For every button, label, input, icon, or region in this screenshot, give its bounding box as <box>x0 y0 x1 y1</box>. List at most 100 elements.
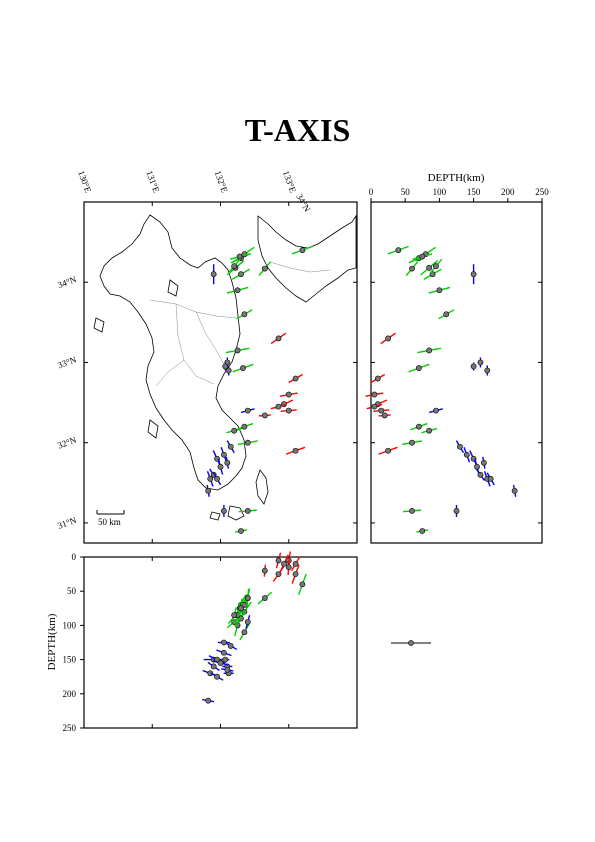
bottom-tick-label: 0 <box>72 552 77 562</box>
map-event-marker <box>241 423 248 430</box>
map-event-marker <box>261 265 268 272</box>
coastline <box>93 214 357 521</box>
corner-latitude-label: 34°N <box>294 192 312 214</box>
map-event-marker <box>240 365 246 371</box>
bottom-event-marker <box>299 581 306 588</box>
map-event-marker <box>221 451 227 458</box>
bottom-event-marker <box>244 619 251 625</box>
bottom-ylabel: DEPTH(km) <box>46 613 58 670</box>
side-frame <box>370 201 543 544</box>
map-event-marker <box>222 363 229 370</box>
map-event-marker <box>238 271 244 278</box>
bottom-tick-label: 50 <box>67 586 77 596</box>
map-event-marker <box>214 475 220 482</box>
bottom-event-marker <box>217 660 224 666</box>
map-event-marker <box>236 253 243 260</box>
map-event-marker <box>207 475 214 482</box>
bottom-depth-panel: DEPTH(km) 0 50 100 150 200 250 <box>46 551 358 733</box>
bottom-event-marker <box>244 595 251 601</box>
map-event-marker <box>261 412 268 419</box>
side-xlabel: DEPTH(km) <box>428 172 485 184</box>
bottom-event-marker <box>281 560 287 567</box>
side-event-marker <box>429 271 436 278</box>
lon-tick-label: 132°E <box>213 169 230 194</box>
bottom-tick-label: 250 <box>63 723 77 733</box>
side-event-marker <box>487 475 494 482</box>
side-event-marker <box>415 365 422 371</box>
side-event-marker <box>477 359 484 366</box>
bottom-event-marker <box>205 697 212 704</box>
map-event-marker <box>225 367 232 374</box>
side-events <box>365 245 518 534</box>
side-event-marker <box>419 528 426 534</box>
side-tick-label: 200 <box>501 187 515 197</box>
bottom-event-marker <box>207 670 214 677</box>
map-event-marker <box>244 407 251 414</box>
map-event-marker <box>292 375 299 382</box>
side-event-marker <box>443 311 450 318</box>
map-event-marker <box>275 335 282 342</box>
bottom-event-marker <box>275 557 282 564</box>
side-tick-label: 250 <box>535 187 549 197</box>
map-event-marker <box>210 271 217 278</box>
map-event-marker <box>299 247 306 254</box>
side-event-marker <box>426 347 433 354</box>
bottom-events <box>202 551 307 704</box>
map-event-marker <box>285 407 292 414</box>
side-event-marker <box>371 403 378 410</box>
bottom-event-marker <box>222 656 229 663</box>
map-event-marker <box>227 443 234 450</box>
map-event-marker <box>244 439 251 446</box>
side-event-marker <box>480 459 487 466</box>
map-event-marker <box>217 463 224 470</box>
lat-tick-label: 31°N <box>56 515 78 531</box>
bottom-event-marker <box>261 595 268 601</box>
bottom-event-marker <box>285 564 292 571</box>
map-event-marker <box>285 391 292 398</box>
map-event-marker <box>231 263 238 270</box>
lat-tick-label: 33°N <box>56 354 78 370</box>
side-event-marker <box>474 463 480 470</box>
side-event-marker <box>409 439 415 446</box>
map-events <box>205 245 313 534</box>
side-event-marker <box>511 487 518 494</box>
bottom-event-marker <box>221 639 227 646</box>
bottom-ticks: 0 50 100 150 200 250 <box>63 552 290 733</box>
side-tick-label: 100 <box>433 187 447 197</box>
side-event-marker <box>426 427 433 434</box>
bottom-event-marker <box>261 567 268 574</box>
bottom-event-marker <box>241 629 248 636</box>
side-tick-label: 150 <box>467 187 481 197</box>
map-event-marker <box>238 528 244 534</box>
side-event-marker <box>457 443 463 450</box>
side-event-marker <box>415 423 422 430</box>
side-event-marker <box>484 367 491 374</box>
bottom-event-marker <box>292 560 299 567</box>
side-event-marker <box>395 247 402 254</box>
map-event-marker <box>241 311 248 318</box>
lon-tick-label: 133°E <box>281 169 298 194</box>
bottom-event-marker <box>238 605 244 612</box>
side-tick-label: 50 <box>401 187 411 197</box>
side-event-marker <box>374 375 381 382</box>
side-event-marker <box>409 508 415 514</box>
borders <box>149 261 331 387</box>
legend-marker <box>408 640 414 646</box>
lat-tick-label: 34°N <box>56 274 78 290</box>
side-event-marker <box>378 407 385 414</box>
side-event-marker <box>419 253 426 260</box>
side-tick-label: 0 <box>369 187 374 197</box>
bottom-tick-label: 100 <box>63 620 77 630</box>
map-ticks: 130°E 131°E 132°E 133°E34°N33°N32°N31°N <box>56 169 357 543</box>
side-event-marker <box>453 508 460 514</box>
bottom-event-marker <box>214 673 220 680</box>
bottom-event-marker <box>221 649 227 656</box>
side-event-marker <box>470 271 477 278</box>
map-event-marker <box>205 487 212 494</box>
side-depth-panel: DEPTH(km) 0 50 100 150 200 250 <box>365 172 549 544</box>
map-panel: 50 km 130°E 131°E 132°E 133°E34°N33°N32°N31… <box>56 169 358 544</box>
side-event-marker <box>409 265 415 272</box>
bottom-event-marker <box>227 643 234 649</box>
bottom-event-marker <box>224 666 231 673</box>
